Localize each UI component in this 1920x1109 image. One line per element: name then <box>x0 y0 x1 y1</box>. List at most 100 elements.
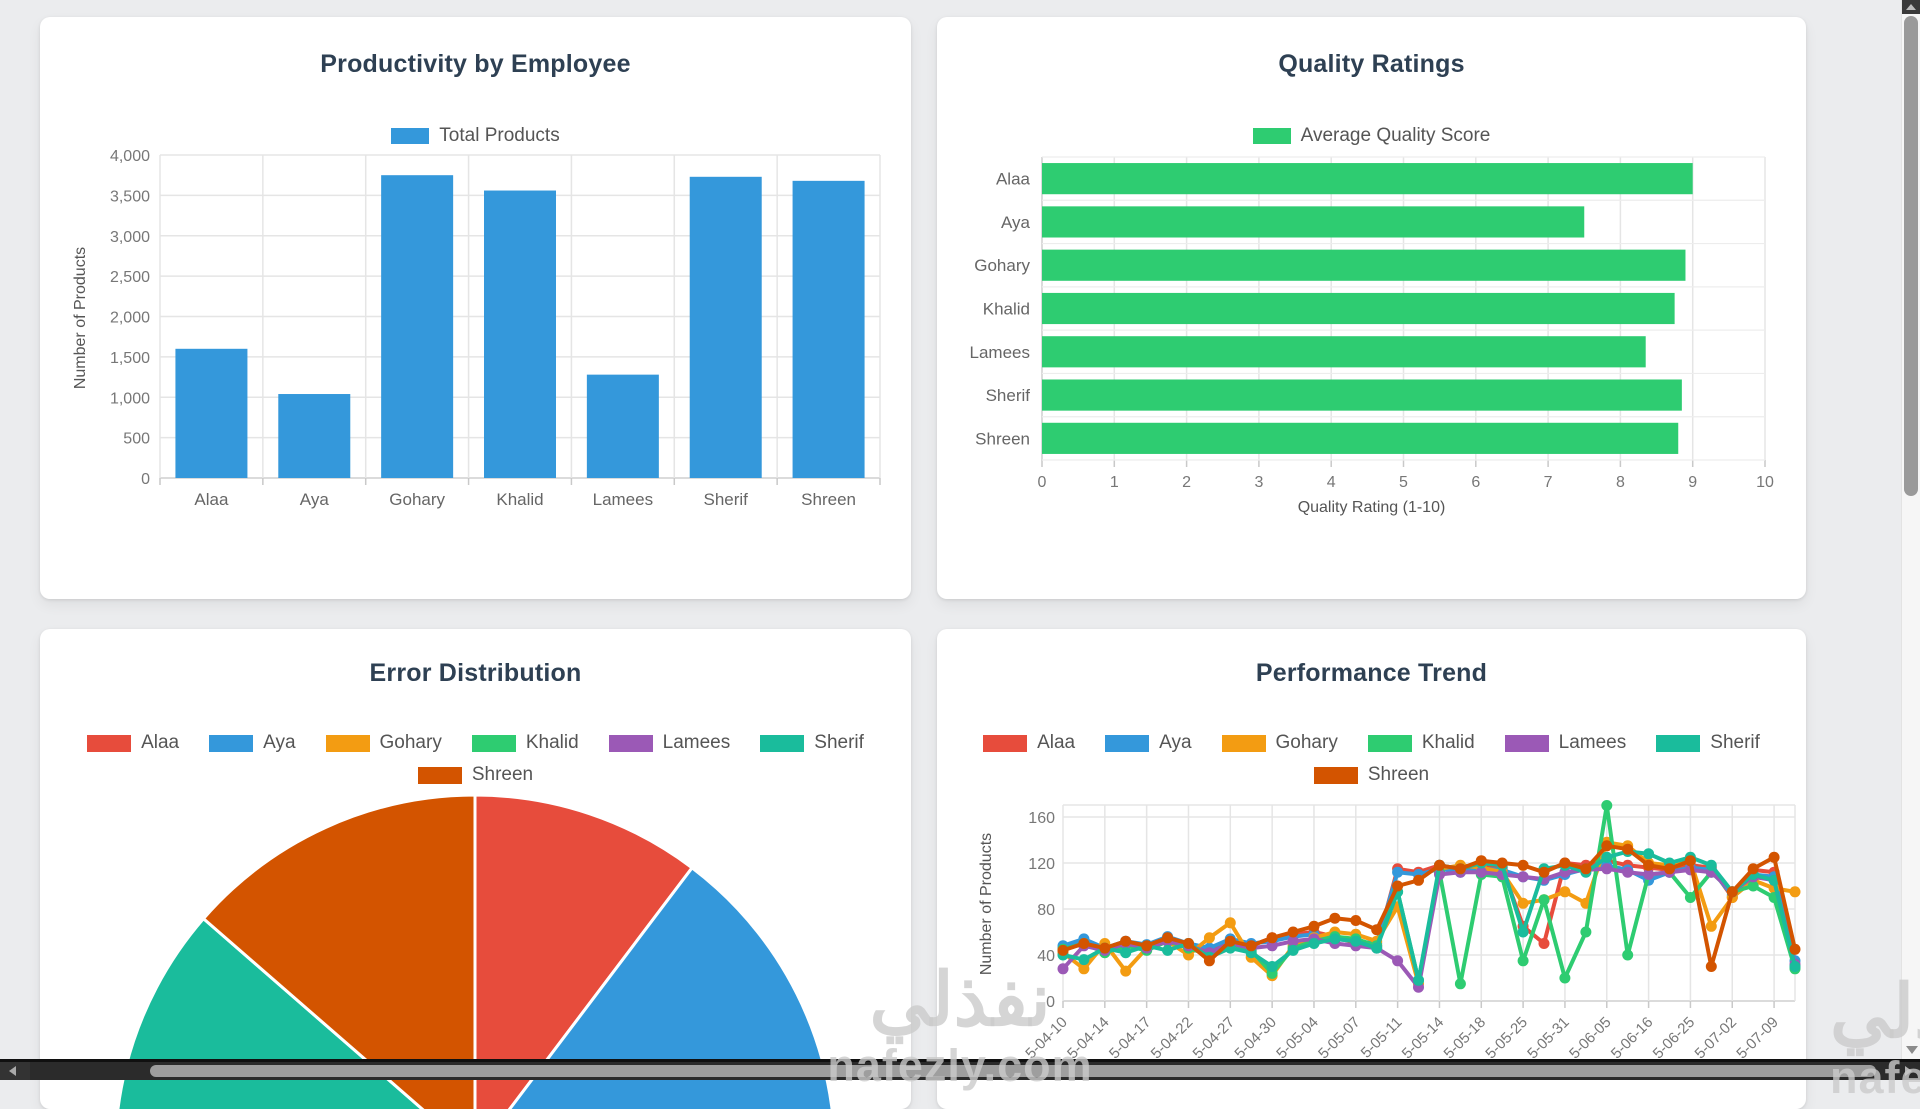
svg-text:5-05-07: 5-05-07 <box>1315 1014 1364 1063</box>
trend-point-khalid <box>1747 880 1759 892</box>
legend-label: Shreen <box>1367 764 1430 785</box>
trend-point-gohary <box>1203 932 1215 944</box>
page-title-trend: Performance Trend <box>1255 659 1488 687</box>
legend-item-lamees[interactable]: Lamees <box>608 732 730 754</box>
trend-point-gohary <box>1078 963 1090 975</box>
card-productivity: 0 500 1,000 1,500 2,000 2,500 3,000 3,500 4,000 A… <box>40 17 911 599</box>
pie-slice-aya <box>507 865 834 1109</box>
svg-text:40: 40 <box>1037 948 1055 965</box>
legend-item-sherif[interactable]: Sherif <box>760 732 864 754</box>
trend-point-shreen <box>1308 920 1320 932</box>
trend-point-khalid <box>1622 949 1634 961</box>
legend-label: Aya <box>1159 732 1192 753</box>
scroll-up-button[interactable] <box>1902 0 1920 14</box>
svg-text:Gohary: Gohary <box>389 490 445 509</box>
legend-swatch-icon <box>983 734 1028 752</box>
scroll-down-icon[interactable] <box>1906 1046 1918 1054</box>
legend-item-aya[interactable]: Aya <box>1105 732 1192 754</box>
svg-text:3,000: 3,000 <box>110 229 150 246</box>
svg-text:5-06-05: 5-06-05 <box>1566 1014 1615 1063</box>
legend-item-gohary[interactable]: Gohary <box>1221 732 1338 754</box>
legend-swatch-icon <box>471 734 516 752</box>
svg-text:0: 0 <box>1038 474 1047 491</box>
trend-point-gohary <box>1224 917 1236 929</box>
scroll-right-icon[interactable] <box>1905 1066 1912 1076</box>
error-pie-chart <box>116 793 834 1109</box>
svg-text:Khalid: Khalid <box>496 490 543 509</box>
svg-text:1,000: 1,000 <box>110 390 150 407</box>
legend-item-alaa[interactable]: Alaa <box>983 732 1075 754</box>
svg-text:4,000: 4,000 <box>110 148 150 165</box>
trend-point-shreen <box>1266 932 1278 944</box>
legend-swatch-icon <box>325 734 370 752</box>
svg-text:160: 160 <box>1028 810 1055 827</box>
svg-text:5-04-30: 5-04-30 <box>1231 1014 1280 1063</box>
trend-point-lamees <box>1643 869 1655 880</box>
trend-point-sherif <box>1308 938 1320 949</box>
trend-point-shreen <box>1580 863 1592 875</box>
card-trend: 0 40 80 120 160 5-04-10 5-04-14 5-04-17 5-04-22 5… <box>937 629 1806 1109</box>
trend-point-sherif <box>1371 942 1383 954</box>
legend-item-alaa[interactable]: Alaa <box>87 732 179 754</box>
legend-item-sherif[interactable]: Sherif <box>1656 732 1760 754</box>
legend-item-khalid[interactable]: Khalid <box>471 732 579 754</box>
bar-sherif <box>1042 379 1682 411</box>
svg-text:Lamees: Lamees <box>593 490 653 509</box>
svg-text:3: 3 <box>1254 474 1263 491</box>
trend-line-khalid <box>1061 803 1797 986</box>
trend-point-lamees <box>1057 963 1069 975</box>
svg-text:500: 500 <box>123 431 150 448</box>
horizontal-scrollbar[interactable] <box>0 1059 1920 1080</box>
page-title-productivity: Productivity by Employee <box>320 50 631 78</box>
vertical-scrollbar[interactable] <box>1901 0 1920 1062</box>
trend-point-sherif <box>1287 944 1299 956</box>
legend-trend-row2: Shreen <box>937 764 1806 786</box>
svg-text:9: 9 <box>1688 474 1697 491</box>
scroll-left-button[interactable] <box>0 1062 30 1080</box>
trend-point-shreen <box>1350 915 1362 926</box>
svg-text:Alaa: Alaa <box>996 170 1031 189</box>
bar-shreen <box>792 180 865 478</box>
svg-text:5-07-09: 5-07-09 <box>1733 1014 1782 1063</box>
legend-swatch-icon <box>1221 734 1266 752</box>
trend-point-khalid <box>1454 978 1466 990</box>
trend-point-gohary <box>1517 897 1529 909</box>
svg-text:2,000: 2,000 <box>110 310 150 327</box>
legend-label: Average Quality Score <box>1300 125 1491 146</box>
svg-text:120: 120 <box>1028 856 1055 873</box>
trend-point-gohary <box>1705 920 1717 932</box>
trend-point-shreen <box>1705 961 1717 972</box>
bar-alaa <box>1042 163 1693 195</box>
trend-point-shreen <box>1371 924 1383 936</box>
vertical-scrollbar-thumb[interactable] <box>1904 16 1918 496</box>
legend-label: Alaa <box>141 732 180 753</box>
trend-point-gohary <box>1789 886 1801 898</box>
horizontal-scrollbar-thumb[interactable] <box>150 1065 1876 1077</box>
trend-point-shreen <box>1517 859 1529 871</box>
legend-item-lamees[interactable]: Lamees <box>1504 732 1626 754</box>
bar-alaa <box>175 348 248 478</box>
legend-item-shreen[interactable]: Shreen <box>1313 764 1430 786</box>
legend-item-average-quality-score[interactable]: Average Quality Score <box>1252 125 1491 147</box>
trend-point-shreen <box>1768 851 1780 863</box>
trend-point-shreen <box>1664 863 1675 875</box>
legend-item-khalid[interactable]: Khalid <box>1367 732 1475 754</box>
legend-item-aya[interactable]: Aya <box>209 732 296 754</box>
svg-text:0: 0 <box>1046 994 1055 1011</box>
trend-point-shreen <box>1622 843 1634 855</box>
legend-item-shreen[interactable]: Shreen <box>417 764 534 786</box>
trend-point-khalid <box>1517 955 1529 967</box>
trend-point-lamees <box>1266 940 1278 952</box>
trend-point-shreen <box>1747 863 1759 875</box>
trend-point-lamees <box>1392 955 1404 967</box>
pie-slice-alaa <box>473 793 695 1109</box>
legend-label: Aya <box>263 732 296 753</box>
legend-item-gohary[interactable]: Gohary <box>325 732 442 754</box>
svg-text:5-06-25: 5-06-25 <box>1650 1014 1699 1063</box>
svg-text:5-05-31: 5-05-31 <box>1524 1014 1573 1063</box>
legend-label: Shreen <box>471 764 534 785</box>
trend-point-sherif <box>1329 933 1341 945</box>
legend-item-total-products[interactable]: Total Products <box>391 125 560 147</box>
svg-text:5-05-14: 5-05-14 <box>1399 1014 1448 1063</box>
